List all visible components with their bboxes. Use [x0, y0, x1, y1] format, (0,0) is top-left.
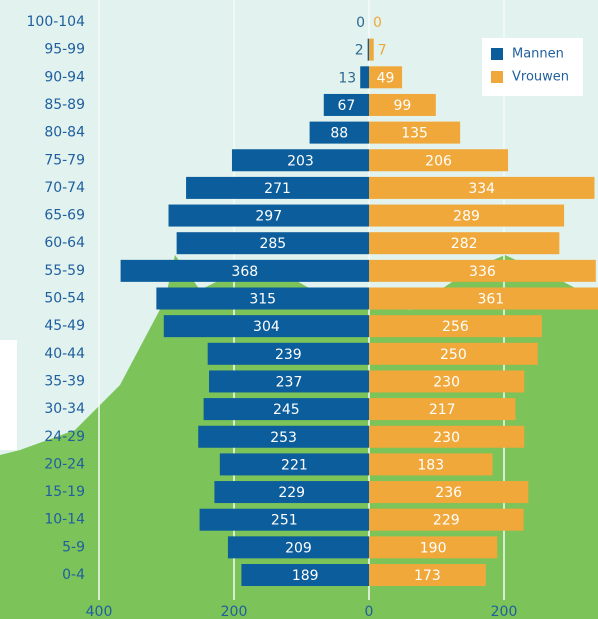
value-label: 88 — [330, 126, 348, 142]
legend-label: Vrouwen — [512, 70, 569, 85]
value-label: 250 — [440, 347, 467, 363]
x-tick-label: 200 — [491, 604, 518, 619]
value-label: 304 — [253, 319, 280, 335]
value-label: 203 — [287, 153, 314, 169]
value-label: 221 — [281, 457, 308, 473]
bar — [368, 39, 369, 61]
legend-swatch — [491, 71, 503, 83]
x-tick-label: 200 — [221, 604, 248, 619]
y-tick-label: 60-64 — [44, 235, 85, 251]
value-label: 239 — [275, 347, 302, 363]
value-label: 271 — [264, 181, 291, 197]
y-tick-label: 75-79 — [44, 152, 85, 168]
value-label: 0 — [373, 15, 382, 31]
y-tick-label: 90-94 — [44, 69, 85, 85]
value-label: 315 — [249, 292, 276, 308]
y-tick-label: 95-99 — [44, 42, 85, 58]
value-label: 206 — [425, 153, 452, 169]
value-label: 135 — [401, 126, 428, 142]
x-tick-label: 0 — [365, 604, 374, 619]
value-label: 245 — [273, 402, 300, 418]
value-label: 336 — [469, 264, 496, 280]
y-tick-label: 40-44 — [44, 346, 85, 362]
chart: 4002000200100-10495-9990-9485-8980-8475-… — [0, 0, 598, 619]
value-label: 289 — [453, 209, 480, 225]
value-label: 229 — [278, 485, 305, 501]
y-tick-label: 80-84 — [44, 125, 85, 141]
value-label: 237 — [276, 374, 303, 390]
value-label: 285 — [259, 236, 286, 252]
value-label: 49 — [377, 70, 395, 86]
value-label: 236 — [435, 485, 462, 501]
y-tick-label: 24-29 — [44, 429, 85, 445]
legend: Mannen Vrouwen — [482, 38, 583, 96]
value-label: 209 — [285, 540, 312, 556]
value-label: 368 — [231, 264, 258, 280]
bar — [369, 39, 374, 61]
y-tick-label: 85-89 — [44, 97, 85, 113]
y-tick-label: 0-4 — [62, 567, 85, 583]
value-label: 217 — [429, 402, 456, 418]
value-label: 282 — [451, 236, 478, 252]
side-panel — [0, 340, 17, 450]
legend-label: Mannen — [512, 47, 564, 62]
y-tick-label: 30-34 — [44, 401, 85, 417]
value-label: 173 — [414, 568, 441, 584]
y-tick-label: 100-104 — [27, 14, 86, 30]
value-label: 297 — [255, 209, 282, 225]
value-label: 190 — [420, 540, 447, 556]
y-tick-label: 35-39 — [44, 373, 85, 389]
y-tick-label: 20-24 — [44, 456, 85, 472]
value-label: 229 — [433, 513, 460, 529]
value-label: 99 — [393, 98, 411, 114]
value-label: 251 — [271, 513, 298, 529]
value-label: 13 — [338, 70, 356, 86]
value-label: 189 — [292, 568, 319, 584]
y-tick-label: 15-19 — [44, 484, 85, 500]
y-tick-label: 45-49 — [44, 318, 85, 334]
value-label: 2 — [355, 43, 364, 59]
value-label: 334 — [468, 181, 495, 197]
value-label: 7 — [378, 43, 387, 59]
y-tick-label: 10-14 — [44, 512, 85, 528]
value-label: 183 — [417, 457, 444, 473]
value-label: 0 — [356, 15, 365, 31]
legend-swatch — [491, 48, 503, 60]
value-label: 253 — [270, 430, 297, 446]
y-tick-label: 55-59 — [44, 263, 85, 279]
value-label: 230 — [433, 430, 460, 446]
value-label: 361 — [477, 292, 504, 308]
value-label: 67 — [337, 98, 355, 114]
value-label: 230 — [433, 374, 460, 390]
bar — [360, 66, 369, 88]
value-label: 256 — [442, 319, 469, 335]
y-tick-label: 50-54 — [44, 291, 85, 307]
y-tick-label: 5-9 — [62, 539, 85, 555]
y-tick-label: 70-74 — [44, 180, 85, 196]
x-tick-label: 400 — [86, 604, 113, 619]
y-tick-label: 65-69 — [44, 208, 85, 224]
